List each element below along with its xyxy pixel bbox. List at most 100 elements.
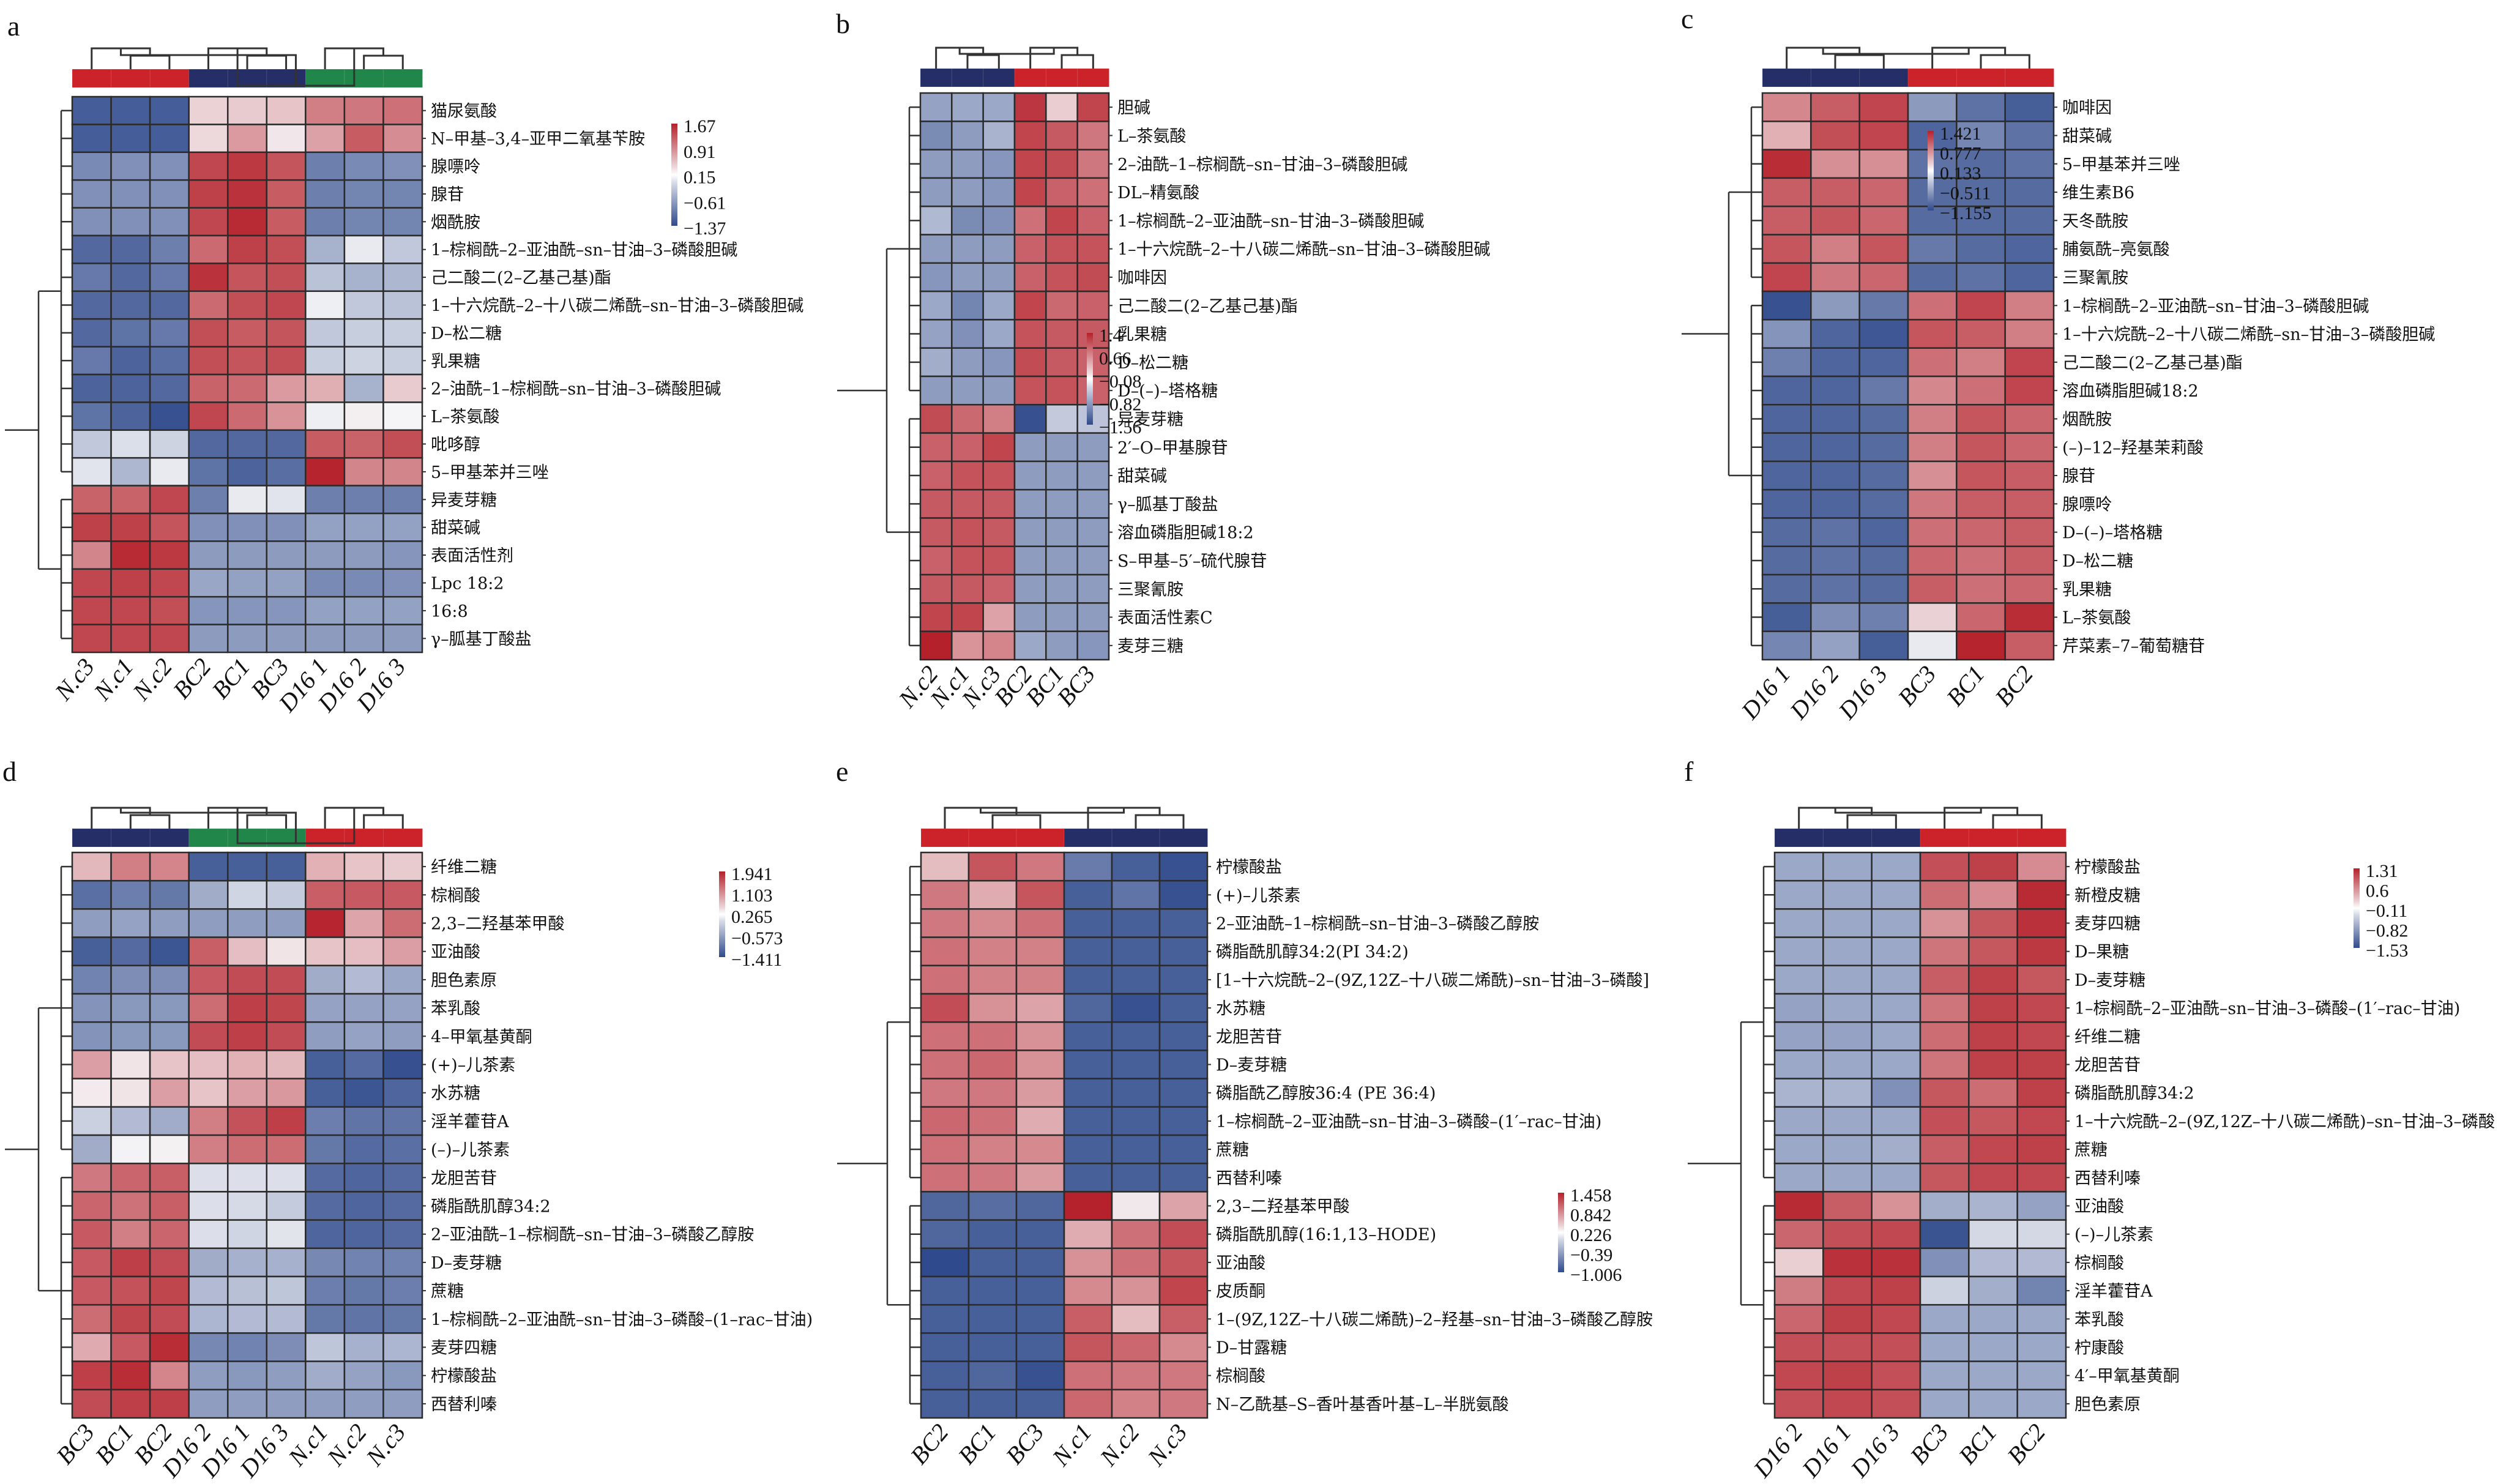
color-legend-tick: 0.265: [731, 907, 773, 927]
column-label: BC1: [953, 1419, 1002, 1469]
heatmap-cell: [967, 908, 1018, 938]
row-label: 麦芽四糖: [2074, 915, 2141, 934]
heatmap-cell: [920, 1078, 970, 1108]
heatmap-cell: [1907, 205, 1958, 236]
heatmap-cell: [1822, 851, 1873, 882]
heatmap-cell: [1015, 1021, 1065, 1051]
heatmap-cell: [110, 207, 151, 237]
color-legend-tick: −0.11: [2366, 901, 2407, 921]
heatmap-cell: [1919, 964, 1970, 995]
heatmap-cell: [266, 95, 307, 125]
row-label: 猫尿氨酸: [431, 102, 497, 121]
heatmap-cell: [266, 1247, 307, 1278]
dendrogram-branch: [39, 290, 61, 570]
heatmap-cell: [343, 936, 384, 967]
heatmap-cell: [188, 1078, 229, 1108]
row-label: 5–甲基苯并三唑: [2062, 155, 2180, 174]
heatmap-cell: [266, 234, 307, 264]
heatmap-cell: [982, 121, 1016, 151]
heatmap-cell: [1858, 488, 1909, 519]
heatmap-cell: [1822, 1219, 1873, 1250]
color-legend-tick: −1.006: [1570, 1265, 1622, 1285]
row-label: 芹菜素–7–葡萄糖苷: [2062, 637, 2205, 656]
heatmap-cell: [188, 879, 229, 910]
heatmap-cell: [1968, 936, 2018, 967]
heatmap-cell: [1822, 879, 1873, 910]
heatmap-cell: [982, 347, 1016, 378]
row-label: 西替利嗪: [1216, 1169, 1282, 1188]
heatmap-cell: [2016, 851, 2067, 882]
heatmap-cell: [2016, 1275, 2067, 1306]
heatmap-cell: [110, 993, 151, 1023]
heatmap-cell: [110, 1275, 151, 1306]
heatmap-cell: [1063, 908, 1113, 938]
heatmap-cell: [226, 207, 268, 237]
heatmap-cell: [149, 151, 190, 181]
heatmap-cell: [343, 1389, 384, 1419]
group-bar-cell: [1968, 828, 2018, 848]
heatmap-cell: [967, 1247, 1018, 1278]
heatmap-cell: [343, 1106, 384, 1136]
heatmap-cell: [1907, 262, 1958, 293]
heatmap-cell: [1063, 1247, 1113, 1278]
heatmap-cell: [71, 151, 112, 181]
group-bar-cell: [1064, 828, 1113, 848]
column-label: D16 1: [1735, 660, 1796, 725]
heatmap-cell: [110, 95, 151, 125]
heatmap-cell: [226, 1191, 268, 1221]
heatmap-cell: [1810, 149, 1860, 179]
row-label: D–麦芽糖: [431, 1254, 502, 1273]
row-label: 腺苷: [431, 185, 464, 204]
heatmap-cell: [188, 512, 229, 542]
heatmap-cell: [1968, 964, 2018, 995]
heatmap-cell: [149, 1162, 190, 1193]
dendrogram-branch: [980, 808, 1125, 814]
heatmap-cell: [1858, 460, 1909, 491]
heatmap-cell: [1810, 488, 1860, 519]
heatmap-cell: [982, 319, 1016, 349]
heatmap-cell: [951, 149, 984, 179]
row-label: 西替利嗪: [2074, 1169, 2141, 1188]
row-label: 甜菜碱: [1117, 467, 1167, 486]
heatmap-cell: [920, 1219, 970, 1250]
heatmap-cell: [343, 318, 384, 348]
heatmap-cell: [266, 1106, 307, 1136]
heatmap-cell: [951, 375, 984, 406]
row-label: 麦芽三糖: [1117, 637, 1183, 656]
row-label: 胆碱: [1117, 99, 1150, 117]
heatmap-cell: [1956, 460, 2006, 491]
heatmap-cell: [2016, 1360, 2067, 1391]
group-bar-cell: [1159, 828, 1208, 848]
row-label: 烟酰胺: [431, 213, 480, 232]
heatmap-cell: [266, 207, 307, 237]
group-bar-cell: [188, 69, 229, 88]
column-label: N.c2: [1094, 1419, 1145, 1472]
heatmap-cell: [1015, 1134, 1065, 1165]
dendrogram-branch: [1980, 54, 2030, 69]
heatmap-cell: [967, 1106, 1018, 1136]
row-label: L–茶氨酸: [2062, 609, 2131, 628]
heatmap-cell: [919, 149, 953, 179]
heatmap-cell: [967, 879, 1018, 910]
heatmap-cell: [382, 1303, 423, 1334]
column-label: N.c1: [282, 1419, 333, 1472]
heatmap-cell: [1158, 1134, 1209, 1165]
heatmap-cell: [1045, 404, 1078, 434]
heatmap-cell: [110, 263, 151, 293]
heatmap-cell: [1871, 964, 1921, 995]
heatmap-cell: [1956, 234, 2006, 264]
heatmap-cell: [149, 1191, 190, 1221]
heatmap-cell: [305, 936, 346, 967]
column-label: BC1: [1941, 660, 1990, 711]
heatmap-cell: [382, 373, 423, 403]
row-label: 三聚氰胺: [2062, 269, 2128, 288]
heatmap-cell: [71, 936, 112, 967]
row-label: Lpc 18:2: [431, 575, 504, 594]
heatmap-cell: [1111, 1106, 1161, 1136]
heatmap-cell: [1045, 488, 1078, 519]
color-legend-tick: −1.411: [731, 950, 782, 970]
heatmap-cell: [920, 1134, 970, 1165]
heatmap-cell: [1919, 1247, 1970, 1278]
heatmap-cell: [2004, 488, 2055, 519]
